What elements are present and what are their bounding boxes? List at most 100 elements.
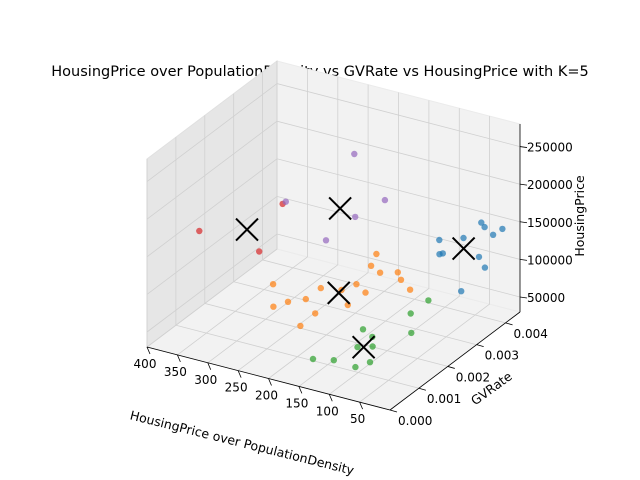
data-point-cluster-1 <box>302 295 309 303</box>
x-tick <box>359 401 363 410</box>
data-point-cluster-2 <box>407 310 414 317</box>
grid-line-y <box>204 115 448 367</box>
data-point-cluster-0 <box>475 253 483 261</box>
z-tick-label: 100000 <box>527 253 573 267</box>
data-point-cluster-2 <box>425 297 432 304</box>
data-point-cluster-2 <box>330 357 337 364</box>
y-tick-label: 0.003 <box>485 349 519 363</box>
z-tick-label: 150000 <box>527 216 573 230</box>
centroid-marker-3 <box>235 217 259 242</box>
data-point-cluster-1 <box>376 269 384 276</box>
grid-line-x <box>146 61 278 348</box>
data-point-cluster-1 <box>270 303 277 310</box>
data-point-cluster-2 <box>354 343 361 351</box>
x-tick-label: 200 <box>255 389 278 403</box>
x-tick-label: 100 <box>316 404 339 418</box>
data-point-cluster-0 <box>458 288 465 295</box>
data-point-cluster-0 <box>481 264 489 271</box>
grid-line-x <box>359 116 491 403</box>
y-tick <box>505 322 513 326</box>
grid-line-y <box>262 71 506 324</box>
grid-line-x <box>298 100 430 387</box>
data-point-cluster-4 <box>282 198 289 205</box>
z-tick-label: 50000 <box>527 291 565 305</box>
x-tick-label: 400 <box>134 357 157 371</box>
data-point-cluster-4 <box>381 196 389 204</box>
y-tick <box>447 366 455 369</box>
data-point-cluster-2 <box>369 333 376 341</box>
x-tick-label: 350 <box>164 365 187 379</box>
y-tick-label: 0.004 <box>514 327 548 341</box>
centroid-marker-4 <box>328 196 352 221</box>
grid-line-x <box>207 76 339 364</box>
grid-line-z <box>146 83 521 182</box>
data-point-cluster-0 <box>481 223 488 231</box>
data-point-cluster-0 <box>489 231 497 238</box>
centroid-marker-1 <box>327 281 351 305</box>
data-point-cluster-0 <box>436 236 443 244</box>
data-point-cluster-0 <box>478 219 485 226</box>
data-point-cluster-2 <box>309 355 317 363</box>
data-point-cluster-1 <box>367 262 375 269</box>
x-tick-label: 300 <box>194 373 217 387</box>
grid-line-x <box>177 68 308 356</box>
data-point-cluster-1 <box>373 250 380 258</box>
z-tick-label: 200000 <box>527 178 573 192</box>
x-tick <box>268 378 272 386</box>
data-point-cluster-1 <box>269 281 277 288</box>
z-tick <box>519 296 528 299</box>
grid-line-z <box>146 120 521 220</box>
x-tick <box>177 354 181 363</box>
z-tick <box>519 258 528 261</box>
data-point-cluster-2 <box>366 359 374 366</box>
y-tick-label: 0.000 <box>398 414 432 428</box>
grid-line-x <box>237 84 369 371</box>
data-point-cluster-4 <box>351 150 358 158</box>
z-axis-label: HousingPrice <box>572 175 587 257</box>
x-tick <box>207 362 212 370</box>
data-point-cluster-1 <box>312 310 319 317</box>
data-point-cluster-0 <box>499 225 506 233</box>
data-point-cluster-1 <box>406 286 414 293</box>
data-point-cluster-4 <box>322 237 330 244</box>
y-tick <box>389 409 398 413</box>
data-point-cluster-1 <box>297 322 304 330</box>
data-point-cluster-2 <box>359 326 367 333</box>
y-axis-line <box>389 311 521 411</box>
grid-line-z <box>146 233 521 333</box>
data-point-cluster-1 <box>394 269 401 276</box>
x-tick-label: 250 <box>225 381 248 395</box>
z-tick <box>519 183 528 186</box>
x-tick <box>328 394 333 402</box>
tick-marks <box>146 146 528 413</box>
data-point-cluster-1 <box>397 276 405 283</box>
x-tick <box>237 370 242 378</box>
data-point-cluster-1 <box>353 281 360 288</box>
x-tick-label: 50 <box>350 412 365 426</box>
z-tick-label: 250000 <box>527 141 573 155</box>
data-point-cluster-4 <box>352 213 359 221</box>
grid-line-y <box>233 93 477 346</box>
data-point-cluster-3 <box>256 248 263 255</box>
data-point-cluster-1 <box>317 284 324 292</box>
grid-line-z <box>146 158 521 258</box>
y-tick <box>418 387 426 391</box>
centroid-marker-0 <box>451 236 476 261</box>
data-point-cluster-1 <box>362 289 369 296</box>
y-tick <box>476 344 484 348</box>
x-tick <box>146 346 151 355</box>
z-tick <box>519 146 528 148</box>
grid-line-y <box>175 137 420 389</box>
y-tick-label: 0.001 <box>427 392 461 406</box>
x-tick <box>298 386 303 394</box>
data-point-cluster-0 <box>436 251 443 258</box>
data-point-cluster-1 <box>284 298 292 305</box>
data-points <box>196 150 506 371</box>
data-point-cluster-2 <box>352 363 359 371</box>
data-point-cluster-2 <box>369 343 376 350</box>
y-tick-label: 0.002 <box>456 370 490 384</box>
centroid-marker-2 <box>351 335 376 359</box>
data-point-cluster-0 <box>460 234 467 242</box>
